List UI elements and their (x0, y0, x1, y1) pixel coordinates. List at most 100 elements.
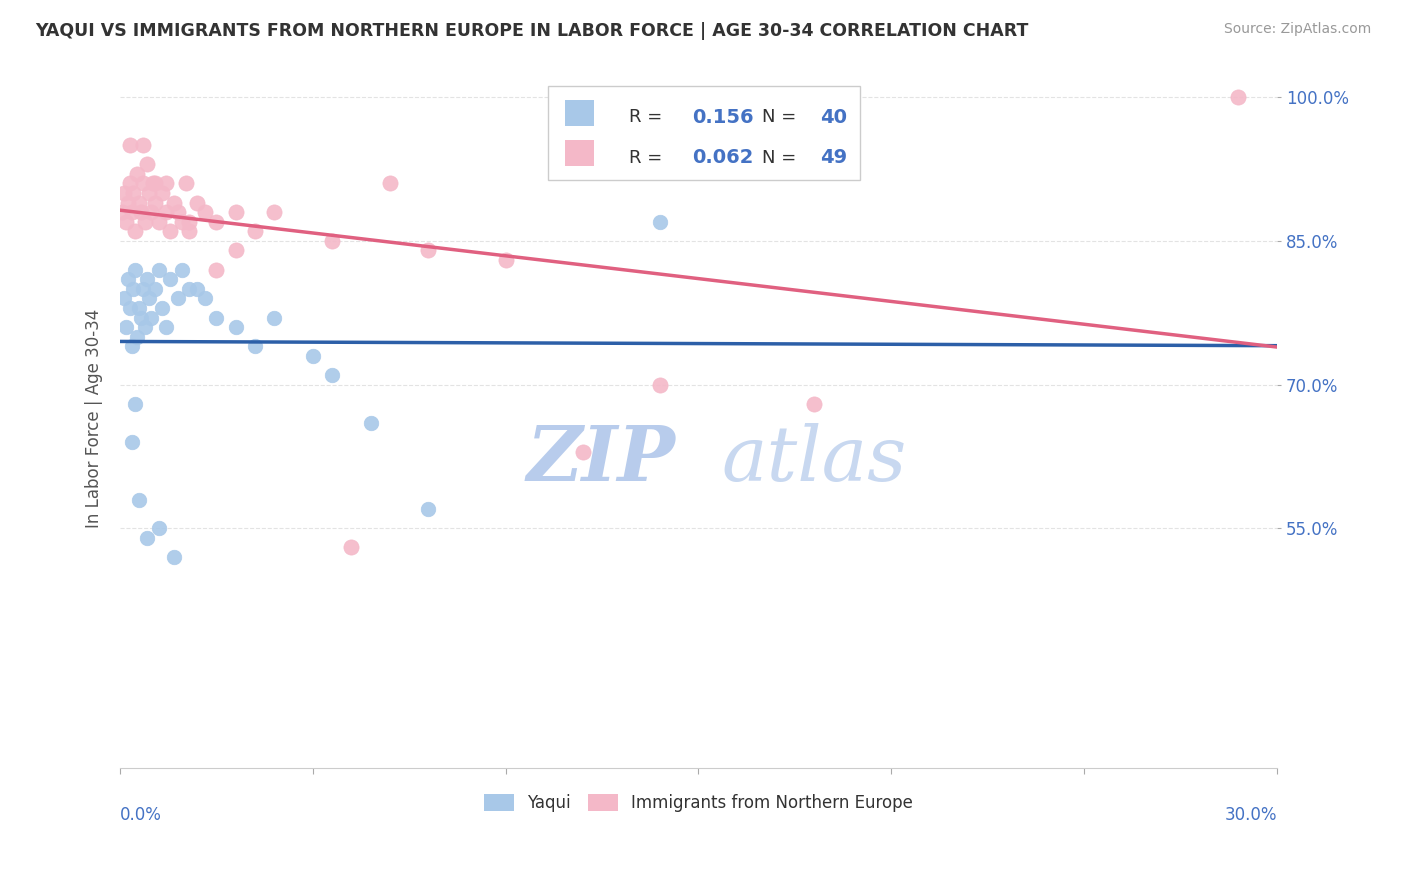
Point (127, 167, 149, 181)
Point (128, 195, 150, 210)
Point (112, 186, 135, 200)
Point (263, 310, 285, 325)
Point (174, 177, 197, 191)
Point (136, 157, 159, 171)
Point (571, 444, 593, 458)
Point (134, 215, 156, 229)
Point (122, 282, 145, 296)
Point (124, 262, 146, 277)
Text: 40: 40 (820, 108, 846, 127)
Point (124, 224, 146, 238)
Point (148, 262, 170, 277)
Point (112, 292, 135, 306)
Point (321, 368, 343, 382)
Point (117, 195, 139, 210)
Point (138, 186, 160, 200)
Text: N =: N = (762, 109, 801, 127)
Point (114, 320, 136, 334)
Point (495, 253, 517, 268)
Point (121, 435, 143, 450)
Point (127, 329, 149, 343)
FancyBboxPatch shape (548, 86, 860, 180)
Text: 30.0%: 30.0% (1225, 806, 1277, 824)
Point (159, 224, 181, 238)
Point (205, 262, 228, 277)
Point (205, 310, 228, 325)
Text: 49: 49 (820, 148, 846, 167)
Point (263, 205, 285, 219)
Point (118, 177, 141, 191)
Point (148, 215, 170, 229)
Point (418, 502, 440, 516)
Point (128, 301, 150, 315)
Point (243, 339, 266, 353)
Point (321, 234, 343, 248)
Point (170, 215, 193, 229)
Point (143, 282, 166, 296)
Point (225, 244, 247, 258)
Point (243, 224, 266, 238)
Point (111, 205, 134, 219)
Point (118, 138, 141, 153)
Point (136, 531, 159, 545)
Point (139, 310, 162, 325)
Point (194, 205, 217, 219)
Text: R =: R = (628, 109, 668, 127)
Point (186, 282, 208, 296)
Point (179, 224, 201, 238)
Text: atlas: atlas (721, 423, 907, 497)
Point (132, 282, 155, 296)
Legend: Yaqui, Immigrants from Northern Europe: Yaqui, Immigrants from Northern Europe (477, 788, 920, 819)
Point (155, 320, 177, 334)
Point (205, 215, 228, 229)
Point (648, 215, 671, 229)
Point (114, 215, 136, 229)
Text: R =: R = (628, 149, 668, 167)
Point (134, 320, 156, 334)
Point (1227, 90, 1250, 104)
Point (378, 177, 401, 191)
Point (301, 349, 323, 363)
Point (124, 397, 146, 411)
Point (142, 177, 165, 191)
Point (150, 186, 173, 200)
Point (136, 272, 159, 286)
Point (118, 301, 141, 315)
Text: Source: ZipAtlas.com: Source: ZipAtlas.com (1223, 22, 1371, 37)
Point (166, 205, 188, 219)
Text: 0.062: 0.062 (693, 148, 754, 167)
Point (139, 205, 162, 219)
Point (179, 282, 201, 296)
Point (117, 272, 139, 286)
Point (159, 272, 181, 286)
Point (418, 244, 440, 258)
Text: 0.156: 0.156 (693, 108, 754, 127)
Point (803, 397, 825, 411)
Text: ZIP: ZIP (526, 423, 675, 497)
Point (648, 377, 671, 392)
Point (170, 262, 193, 277)
Point (128, 492, 150, 507)
FancyBboxPatch shape (565, 100, 595, 126)
Point (179, 215, 201, 229)
Text: N =: N = (762, 149, 801, 167)
Point (129, 205, 152, 219)
Point (121, 339, 143, 353)
Point (138, 292, 160, 306)
Point (148, 521, 170, 535)
Point (122, 186, 145, 200)
Point (225, 205, 247, 219)
Point (143, 177, 166, 191)
Point (163, 195, 186, 210)
Point (155, 205, 177, 219)
Point (194, 292, 217, 306)
Point (150, 301, 173, 315)
Point (360, 416, 382, 430)
Point (132, 177, 155, 191)
FancyBboxPatch shape (565, 140, 595, 166)
Text: YAQUI VS IMMIGRANTS FROM NORTHERN EUROPE IN LABOR FORCE | AGE 30-34 CORRELATION : YAQUI VS IMMIGRANTS FROM NORTHERN EUROPE… (35, 22, 1029, 40)
Point (143, 195, 166, 210)
Point (163, 549, 186, 564)
Point (155, 177, 177, 191)
Text: 0.0%: 0.0% (120, 806, 162, 824)
